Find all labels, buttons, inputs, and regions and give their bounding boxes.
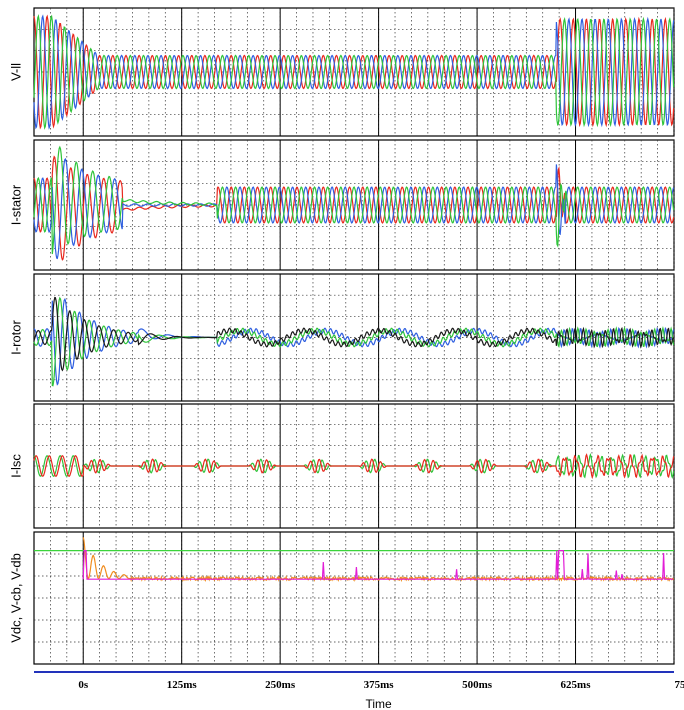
x-tick-label: 375ms — [364, 679, 395, 691]
trace-2-series-2 — [33, 157, 675, 260]
trace-1-series-2 — [33, 14, 675, 130]
trace-1-series-3 — [33, 14, 675, 130]
panel-5: Vdc, V-cb, V-db — [8, 531, 675, 665]
x-tick-label: 500ms — [462, 679, 493, 691]
y-axis-label: I-stator — [8, 184, 23, 225]
x-tick-label: 250ms — [265, 679, 296, 691]
trace-3-series-2 — [33, 296, 675, 387]
y-axis-label: I-rotor — [8, 319, 23, 354]
panel-4: I-lsc — [8, 403, 675, 529]
panel-1: V-ll — [8, 7, 675, 137]
x-axis-title: Time — [365, 697, 392, 710]
trace-5-series-3 — [82, 550, 674, 580]
panel-2: I-stator — [8, 139, 675, 271]
trace-4-series-2 — [33, 453, 675, 480]
panel-3: I-rotor — [8, 273, 675, 402]
x-tick-label: 625ms — [561, 679, 592, 691]
trace-3-series-3 — [33, 296, 674, 372]
x-tick-label: 0s — [78, 679, 89, 691]
x-tick-label: 75 — [675, 679, 684, 691]
y-axis-label: V-ll — [8, 63, 23, 81]
y-axis-label: I-lsc — [8, 454, 23, 478]
x-tick-label: 125ms — [167, 679, 198, 691]
y-axis-label: Vdc, V-cb, V-db — [8, 553, 23, 643]
trace-2-series-3 — [33, 145, 675, 255]
